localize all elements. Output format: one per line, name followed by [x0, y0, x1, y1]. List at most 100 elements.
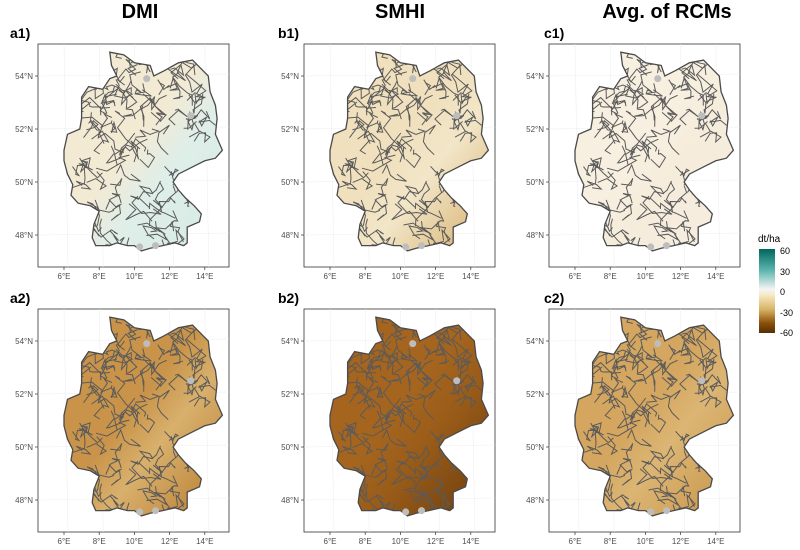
- y-tick-label: 54°N: [15, 72, 33, 81]
- panel-label-c1: c1): [544, 25, 565, 41]
- germany-outline: [329, 51, 490, 252]
- no-data-region: [418, 242, 426, 250]
- panel-label-a2: a2): [10, 290, 31, 306]
- x-tick-label: 6°E: [324, 272, 337, 281]
- x-tick-label: 8°E: [93, 272, 106, 281]
- germany-districts-fill: [330, 317, 489, 516]
- x-tick-label: 10°E: [126, 537, 143, 546]
- germany-outline: [329, 316, 490, 517]
- y-tick-label: 48°N: [15, 496, 33, 505]
- map-svg: 6°E 8°E 10°E 12°E 14°E 48°N 50°N 52°N 54°N: [281, 43, 496, 281]
- map-panel-b2: 6°E 8°E 10°E 12°E 14°E 48°N 50°N 52°N 54°N: [281, 308, 521, 549]
- color-legend: dt/ha 60 30 0 -30 -60: [756, 234, 800, 344]
- no-data-region: [654, 340, 662, 348]
- no-data-region: [663, 242, 671, 250]
- no-data-region: [409, 75, 417, 83]
- no-data-region: [187, 112, 195, 120]
- map-svg: 6°E 8°E 10°E 12°E 14°E 48°N 50°N 52°N 54°N: [15, 43, 230, 281]
- germany-districts-fill: [64, 52, 223, 251]
- x-tick-label: 6°E: [569, 272, 582, 281]
- y-tick-label: 50°N: [15, 178, 33, 187]
- y-tick-label: 52°N: [15, 125, 33, 134]
- map-panel-b1: 6°E 8°E 10°E 12°E 14°E 48°N 50°N 52°N 54°N: [281, 43, 521, 284]
- map-panel-a1: 6°E 8°E 10°E 12°E 14°E 48°N 50°N 52°N 54°N: [15, 43, 255, 284]
- y-tick-label: 50°N: [281, 178, 299, 187]
- y-tick-label: 50°N: [15, 443, 33, 452]
- legend-tick: 60: [780, 246, 791, 256]
- x-tick-label: 12°E: [161, 272, 178, 281]
- y-tick-label: 54°N: [15, 337, 33, 346]
- map-svg: 6°E 8°E 10°E 12°E 14°E 48°N 50°N 52°N 54°N: [526, 43, 741, 281]
- x-tick-label: 14°E: [707, 537, 724, 546]
- legend-tick: -60: [780, 328, 794, 338]
- x-tick-label: 12°E: [161, 537, 178, 546]
- x-tick-label: 14°E: [462, 537, 479, 546]
- x-tick-label: 10°E: [637, 272, 654, 281]
- no-data-region: [402, 508, 410, 516]
- x-tick-label: 6°E: [58, 272, 71, 281]
- legend-tick: 0: [780, 287, 786, 297]
- map-panel-c2: 6°E 8°E 10°E 12°E 14°E 48°N 50°N 52°N 54°N: [526, 308, 766, 549]
- map-panel-a2: 6°E 8°E 10°E 12°E 14°E 48°N 50°N 52°N 54°N: [15, 308, 255, 549]
- no-data-region: [143, 75, 151, 83]
- map-svg: 6°E 8°E 10°E 12°E 14°E 48°N 50°N 52°N 54°N: [526, 308, 741, 546]
- germany-outline: [63, 51, 224, 252]
- no-data-region: [152, 242, 160, 250]
- x-tick-label: 8°E: [604, 537, 617, 546]
- no-data-region: [143, 340, 151, 348]
- x-tick-label: 10°E: [126, 272, 143, 281]
- germany-districts-fill: [64, 317, 223, 516]
- x-tick-label: 10°E: [392, 272, 409, 281]
- x-tick-label: 12°E: [672, 272, 689, 281]
- no-data-region: [136, 508, 144, 516]
- x-tick-label: 12°E: [427, 272, 444, 281]
- y-tick-label: 48°N: [526, 231, 544, 240]
- no-data-region: [698, 377, 706, 385]
- x-tick-label: 8°E: [359, 272, 372, 281]
- x-tick-label: 14°E: [707, 272, 724, 281]
- map-svg: 6°E 8°E 10°E 12°E 14°E 48°N 50°N 52°N 54°N: [15, 308, 230, 546]
- germany-outline: [63, 316, 224, 517]
- panel-label-a1: a1): [10, 25, 31, 41]
- y-tick-label: 54°N: [526, 337, 544, 346]
- panel-label-b1: b1): [278, 25, 299, 41]
- map-panel-c1: 6°E 8°E 10°E 12°E 14°E 48°N 50°N 52°N 54°N: [526, 43, 766, 284]
- y-tick-label: 48°N: [15, 231, 33, 240]
- column-title-rcm-average: Avg. of RCMs: [602, 1, 732, 23]
- y-tick-label: 50°N: [281, 443, 299, 452]
- y-tick-label: 52°N: [526, 125, 544, 134]
- no-data-region: [654, 75, 662, 83]
- legend-colorbar: [759, 249, 775, 333]
- x-tick-label: 6°E: [569, 537, 582, 546]
- y-tick-label: 52°N: [281, 390, 299, 399]
- panel-label-c2: c2): [544, 290, 565, 306]
- germany-districts-fill: [575, 52, 734, 251]
- x-tick-label: 10°E: [637, 537, 654, 546]
- germany-outline: [574, 316, 735, 517]
- x-tick-label: 8°E: [93, 537, 106, 546]
- no-data-region: [647, 508, 655, 516]
- legend-tick: -30: [780, 308, 794, 318]
- germany-outline: [574, 51, 735, 252]
- column-title-smhi: SMHI: [375, 1, 425, 23]
- y-tick-label: 52°N: [15, 390, 33, 399]
- no-data-region: [136, 243, 144, 251]
- x-tick-label: 14°E: [196, 537, 213, 546]
- no-data-region: [698, 112, 706, 120]
- panel-label-b2: b2): [278, 290, 299, 306]
- y-tick-label: 50°N: [526, 443, 544, 452]
- y-tick-label: 48°N: [281, 231, 299, 240]
- x-tick-label: 8°E: [604, 272, 617, 281]
- x-tick-label: 6°E: [324, 537, 337, 546]
- no-data-region: [402, 243, 410, 251]
- x-tick-label: 8°E: [359, 537, 372, 546]
- germany-districts-fill: [575, 317, 734, 516]
- no-data-region: [187, 377, 195, 385]
- no-data-region: [453, 377, 461, 385]
- no-data-region: [418, 507, 426, 515]
- y-tick-label: 48°N: [281, 496, 299, 505]
- x-tick-label: 14°E: [196, 272, 213, 281]
- no-data-region: [409, 340, 417, 348]
- legend-tick: 30: [780, 267, 791, 277]
- map-svg: 6°E 8°E 10°E 12°E 14°E 48°N 50°N 52°N 54°N: [281, 308, 496, 546]
